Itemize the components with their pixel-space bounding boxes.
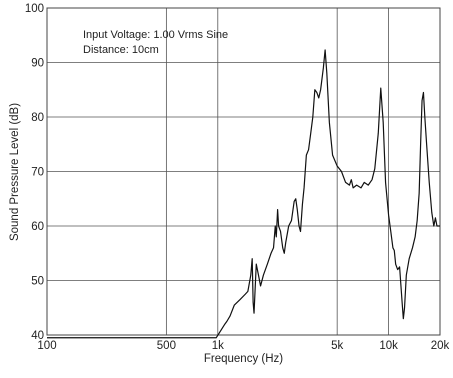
spl-response-line: [47, 49, 440, 339]
y-tick-label: 80: [31, 112, 44, 124]
y-tick-label: 90: [31, 58, 44, 70]
y-tick-label: 50: [31, 276, 44, 288]
y-tick-label: 70: [31, 167, 44, 179]
x-tick-label: 500: [157, 340, 176, 352]
plot-frame: [46, 7, 441, 336]
annotation-distance: Distance: 10cm: [83, 44, 159, 56]
annotation-voltage: Input Voltage: 1.00 Vrms Sine: [83, 29, 228, 41]
x-tick-label: 20k: [431, 340, 450, 352]
y-axis-title: Sound Pressure Level (dB): [9, 103, 21, 241]
y-tick-label: 40: [31, 330, 44, 342]
x-tick-label: 100: [37, 340, 56, 352]
y-tick-label: 100: [25, 3, 44, 15]
y-tick-label: 60: [31, 221, 44, 233]
series-layer: [47, 49, 440, 339]
x-tick-labels: 100 500 1k 5k 10k 20k: [37, 340, 449, 352]
x-tick-label: 10k: [379, 340, 398, 352]
x-tick-label: 5k: [331, 340, 343, 352]
annotation-box: Input Voltage: 1.00 Vrms Sine Distance: …: [83, 29, 228, 56]
y-tick-labels: 40 50 60 70 80 90 100: [25, 3, 44, 342]
x-tick-label: 1k: [212, 340, 224, 352]
x-axis-title: Frequency (Hz): [204, 353, 283, 365]
